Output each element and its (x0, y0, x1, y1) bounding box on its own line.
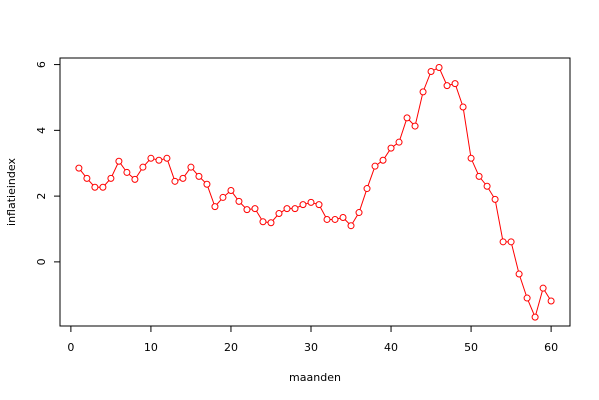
data-point (403, 114, 411, 122)
data-point (323, 215, 331, 223)
data-point (219, 193, 227, 201)
data-point (435, 64, 443, 72)
y-axis-label: inflatieindex (5, 158, 18, 226)
y-tick-label: 6 (35, 61, 48, 68)
data-point (283, 205, 291, 213)
data-point (139, 163, 147, 171)
x-tick-label: 20 (224, 341, 238, 354)
x-tick-label: 50 (464, 341, 478, 354)
data-point (99, 183, 107, 191)
data-point (75, 164, 83, 172)
data-point (371, 162, 379, 170)
data-point (539, 284, 547, 292)
data-point (267, 219, 275, 227)
x-tick-label: 40 (384, 341, 398, 354)
data-point (235, 197, 243, 205)
data-point (315, 201, 323, 209)
data-point (131, 175, 139, 183)
data-point (355, 209, 363, 217)
data-point (299, 201, 307, 209)
data-point (379, 156, 387, 164)
data-point (507, 238, 515, 246)
data-point (107, 174, 115, 182)
data-point (147, 154, 155, 162)
data-point (499, 238, 507, 246)
data-point (171, 177, 179, 185)
data-point (339, 213, 347, 221)
x-axis-label: maanden (289, 371, 341, 384)
x-tick-label: 60 (544, 341, 558, 354)
data-point (163, 154, 171, 162)
data-point (243, 206, 251, 214)
data-point (83, 174, 91, 182)
data-point (91, 183, 99, 191)
data-point (275, 210, 283, 218)
data-point (227, 187, 235, 195)
data-point (515, 270, 523, 278)
data-point (395, 138, 403, 146)
data-line (78, 66, 552, 319)
data-point (491, 195, 499, 203)
x-tick-label: 30 (304, 341, 318, 354)
data-point (427, 67, 435, 75)
data-point (419, 88, 427, 96)
data-point (443, 82, 451, 90)
data-point (307, 198, 315, 206)
data-point (547, 297, 555, 305)
data-point (347, 222, 355, 230)
data-point (115, 157, 123, 165)
data-point (483, 182, 491, 190)
data-point (187, 163, 195, 171)
data-point (291, 205, 299, 213)
data-point (387, 144, 395, 152)
y-tick-label: 0 (35, 258, 48, 265)
data-point (123, 168, 131, 176)
data-point (459, 103, 467, 111)
data-point (331, 215, 339, 223)
data-point (531, 313, 539, 321)
data-point (451, 80, 459, 88)
y-tick-label: 2 (35, 193, 48, 200)
x-tick-label: 10 (144, 341, 158, 354)
data-point (195, 172, 203, 180)
data-point (251, 205, 259, 213)
data-point (259, 218, 267, 226)
data-point (475, 172, 483, 180)
data-point (155, 156, 163, 164)
plot-box (59, 57, 571, 327)
data-point (179, 174, 187, 182)
data-point (203, 180, 211, 188)
x-tick-label: 0 (67, 341, 74, 354)
data-point (467, 154, 475, 162)
data-point (363, 185, 371, 193)
y-tick-label: 4 (35, 127, 48, 134)
data-point (411, 122, 419, 130)
data-point (211, 203, 219, 211)
data-point (523, 294, 531, 302)
